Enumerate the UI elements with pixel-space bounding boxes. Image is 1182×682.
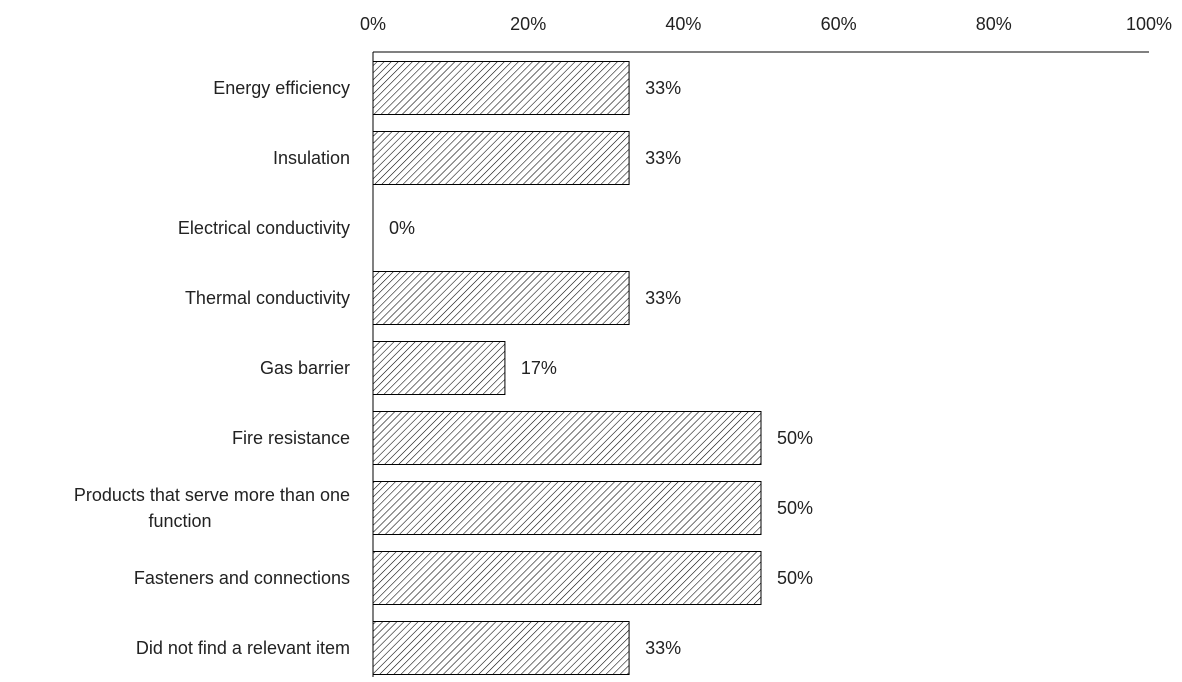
data-label: 33%: [645, 78, 681, 98]
bar: [372, 271, 630, 325]
data-label: 0%: [389, 218, 415, 238]
data-label: 50%: [777, 498, 813, 518]
data-label: 50%: [777, 568, 813, 588]
bar: [372, 481, 762, 535]
category-label: Products that serve more than one functio…: [74, 485, 350, 531]
category-label: Electrical conductivity: [178, 218, 350, 238]
category-label: Did not find a relevant item: [136, 638, 350, 658]
labels-layer: Energy efficiency 33% Insulation 33% Electri…: [74, 78, 813, 658]
bar: [372, 61, 630, 115]
bar: [372, 411, 762, 465]
x-tick-label: 40%: [665, 14, 701, 34]
data-label: 33%: [645, 288, 681, 308]
category-label: Insulation: [273, 148, 350, 168]
category-label: Fire resistance: [232, 428, 350, 448]
bar: [372, 131, 630, 185]
x-tick-label: 60%: [821, 14, 857, 34]
x-tick-label: 100%: [1126, 14, 1172, 34]
category-label: Gas barrier: [260, 358, 350, 378]
data-label: 50%: [777, 428, 813, 448]
data-label: 33%: [645, 148, 681, 168]
bar: [372, 341, 506, 395]
data-label: 33%: [645, 638, 681, 658]
x-tick-label: 20%: [510, 14, 546, 34]
data-label: 17%: [521, 358, 557, 378]
bar: [372, 551, 762, 605]
bar: [372, 621, 630, 675]
bars-layer: [372, 61, 762, 675]
x-tick-label: 80%: [976, 14, 1012, 34]
x-tick-label: 0%: [360, 14, 386, 34]
category-label: Energy efficiency: [213, 78, 350, 98]
category-label: Thermal conductivity: [185, 288, 350, 308]
category-label: Fasteners and connections: [134, 568, 350, 588]
